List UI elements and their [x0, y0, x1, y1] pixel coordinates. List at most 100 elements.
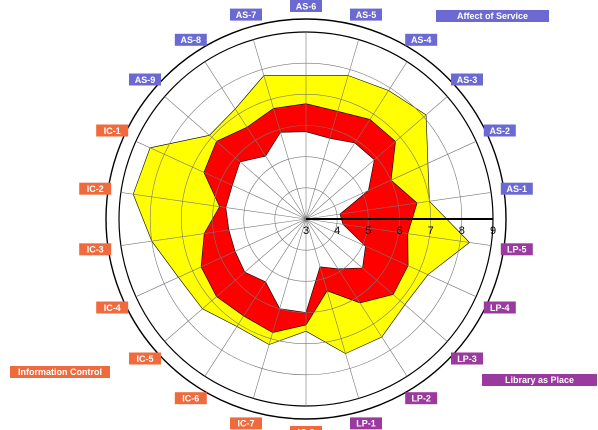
axis-label-box	[174, 33, 207, 46]
tick-layer: 3 4 5 6 7 8 9	[303, 225, 496, 237]
axis-label-box	[405, 392, 438, 405]
axis-label-text: AS-4	[411, 35, 432, 45]
axis-label-box	[290, 0, 322, 12]
grid-spoke-6	[305, 218, 492, 246]
series-layer	[132, 75, 470, 354]
axis-label-text: AS-7	[236, 10, 257, 20]
grid-spoke-15	[135, 218, 307, 297]
axis-label-as-9: AS-9	[129, 73, 161, 86]
grid-spoke-16	[120, 218, 307, 246]
grid-spoke-2	[305, 61, 408, 220]
axis-label-text: LP-4	[490, 303, 510, 313]
axis-label-ic-1: IC-1	[96, 124, 129, 137]
axis-label-as-7: AS-7	[230, 8, 262, 21]
axis-label-lp-3: LP-3	[451, 352, 483, 365]
outer-ring	[105, 18, 507, 420]
grid-spoke-1	[305, 39, 359, 220]
axis-label-text: IC-3	[87, 245, 104, 255]
axis-label-box	[230, 8, 262, 21]
axis-label-text: AS-8	[181, 35, 202, 45]
axis-label-box	[483, 124, 516, 137]
axis-label-lp-1: LP-1	[350, 417, 382, 430]
grid-spoke-4	[305, 141, 477, 220]
grid-spoke-20	[204, 61, 307, 220]
axis-label-lp-5: LP-5	[500, 243, 533, 256]
axis-label-ic-8: IC-8	[290, 426, 322, 430]
grid-spoke-9	[305, 218, 408, 377]
axis-label-ic-6: IC-6	[174, 392, 207, 405]
axis-label-box	[174, 392, 207, 405]
axis-label-text: IC-1	[104, 126, 121, 136]
axis-label-box	[230, 417, 262, 430]
grid-spoke-21	[253, 39, 307, 220]
legend-affect-of-service: Affect of Service	[436, 10, 549, 22]
axis-label-as-8: AS-8	[174, 33, 207, 46]
axis-label-lp-2: LP-2	[405, 392, 438, 405]
axis-label-as-6: AS-6	[290, 0, 322, 12]
axis-label-ic-7: IC-7	[230, 417, 262, 430]
axis-label-text: AS-9	[135, 75, 156, 85]
axis-label-text: IC-8	[297, 427, 314, 430]
grid-layer	[105, 18, 507, 420]
axis-label-as-2: AS-2	[483, 124, 516, 137]
axis-label-text: IC-7	[237, 419, 254, 429]
axis-label-box	[129, 352, 161, 365]
axis-label-text: AS-6	[296, 1, 317, 11]
axis-label-text: IC-2	[87, 184, 104, 194]
axis-label-box	[350, 8, 382, 21]
axis-label-text: LP-2	[411, 394, 431, 404]
grid-spoke-14	[164, 218, 307, 342]
axis-label-box	[350, 417, 382, 430]
axis-label-box	[451, 73, 483, 86]
grid-spoke-10	[305, 218, 359, 399]
tick-label: 4	[334, 225, 340, 237]
axis-label-as-3: AS-3	[451, 73, 483, 86]
tick-label: 5	[365, 225, 371, 237]
axis-label-box	[79, 182, 112, 195]
tick-label: 8	[459, 225, 465, 237]
axis-label-text: LP-5	[507, 245, 527, 255]
grid-spoke-12	[253, 218, 307, 399]
axis-label-box	[96, 301, 129, 314]
tick-label: 6	[396, 225, 402, 237]
axis-label-ic-3: IC-3	[79, 243, 112, 256]
grid-spoke-18	[135, 141, 307, 220]
axis-label-box	[500, 243, 533, 256]
tick-label: 3	[303, 225, 309, 237]
grid-spoke-13	[204, 218, 307, 377]
axis-label-box	[483, 301, 516, 314]
grid-spoke-5	[305, 192, 492, 220]
grid-spoke-7	[305, 218, 477, 297]
axis-label-text: AS-3	[457, 75, 478, 85]
grid-spoke-8	[305, 218, 448, 342]
axis-label-ic-4: IC-4	[96, 301, 129, 314]
legend-information-control: Information Control	[10, 366, 110, 378]
grid-spoke-3	[305, 96, 448, 220]
axis-label-box	[96, 124, 129, 137]
tick-label: 9	[490, 225, 496, 237]
axis-label-box	[405, 33, 438, 46]
axis-label-as-5: AS-5	[350, 8, 382, 21]
axis-label-box	[451, 352, 483, 365]
axis-label-box	[290, 426, 322, 430]
axis-label-box	[129, 73, 161, 86]
axis-label-text: AS-2	[490, 126, 511, 136]
axis-label-ic-2: IC-2	[79, 182, 112, 195]
axis-label-as-4: AS-4	[405, 33, 438, 46]
axis-label-as-1: AS-1	[500, 182, 533, 195]
axis-label-text: LP-1	[356, 419, 376, 429]
axis-label-layer: AS-6 AS-5 AS-4 AS-3 AS-2 AS-1 LP-5 LP-4 LP-3 LP-2…	[79, 0, 533, 430]
axis-label-text: LP-3	[457, 354, 477, 364]
grid-spoke-17	[120, 192, 307, 220]
axis-label-box	[500, 182, 533, 195]
axis-label-text: AS-1	[507, 184, 528, 194]
tick-label: 7	[428, 225, 434, 237]
legend-library-as-place: Library as Place	[482, 374, 597, 386]
grid-spoke-19	[164, 96, 307, 220]
axis-label-lp-4: LP-4	[483, 301, 516, 314]
axis-label-text: IC-6	[182, 394, 199, 404]
axis-label-text: IC-4	[104, 303, 121, 313]
axis-label-ic-5: IC-5	[129, 352, 161, 365]
axis-label-text: AS-5	[356, 10, 377, 20]
